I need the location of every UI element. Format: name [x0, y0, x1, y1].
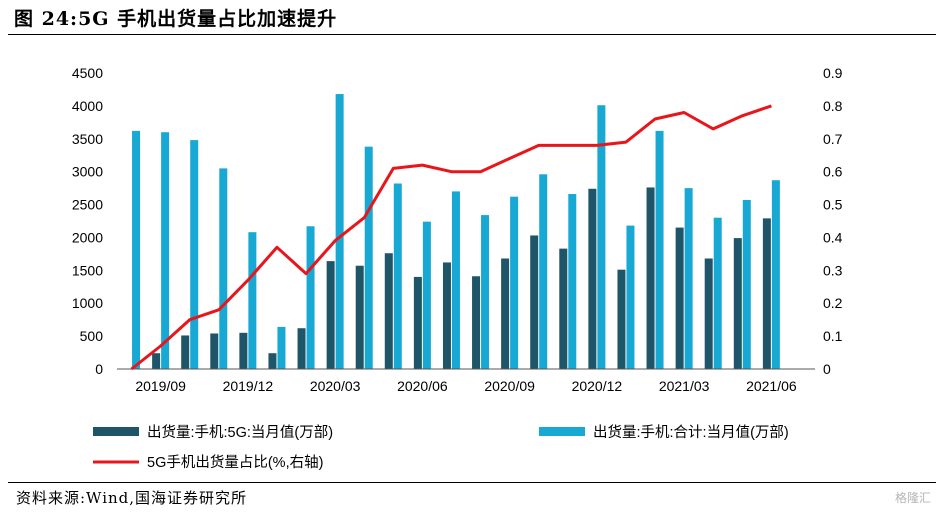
bar-total-2021/04	[713, 217, 722, 369]
bar-total-2020/12	[597, 105, 606, 369]
bar-total-2020/01	[277, 326, 286, 369]
legend-swatch-total	[539, 427, 585, 436]
x-tick-2019/12: 2019/12	[223, 378, 274, 394]
bar-5g-2019/11	[210, 333, 219, 369]
y-left-tick-2500: 2500	[72, 197, 103, 213]
bar-total-2020/07	[451, 191, 460, 369]
bar-total-2020/03	[335, 94, 344, 369]
bar-5g-2020/06	[413, 276, 422, 369]
combo-chart: 2019/09 2019/12 2020/03 2020/06 2020/09 2020/…	[72, 65, 843, 471]
y-left-tick-0: 0	[95, 361, 103, 377]
y-right-tick-0.5: 0.5	[823, 197, 843, 213]
legend: 出货量:手机:5G:当月值(万部) 出货量:手机:合计:当月值(万部) 5G手机…	[93, 424, 789, 471]
y-right-tick-0.7: 0.7	[823, 131, 843, 147]
y-right-tick-0.6: 0.6	[823, 164, 843, 180]
y-right-tick-0.4: 0.4	[823, 229, 843, 245]
bar-total-2020/05	[393, 183, 402, 369]
y-right-tick-0: 0	[823, 361, 831, 377]
source-note: 资料来源:Wind,国海证券研究所	[16, 489, 248, 507]
y-left-tick-500: 500	[80, 328, 104, 344]
bar-5g-2019/09	[152, 353, 161, 369]
bar-5g-2021/03	[675, 227, 684, 369]
bar-total-2020/10	[539, 174, 548, 369]
x-tick-2019/09: 2019/09	[135, 378, 186, 394]
bar-total-2021/05	[742, 199, 751, 369]
bar-total-2020/08	[481, 215, 490, 369]
x-tick-2021/06: 2021/06	[746, 378, 797, 394]
y-left-tick-3000: 3000	[72, 164, 103, 180]
bar-total-2021/03	[684, 188, 693, 369]
legend-swatch-5g	[93, 427, 139, 436]
bar-5g-2021/01	[617, 269, 626, 369]
line-5g-share	[130, 104, 772, 371]
bar-5g-2021/04	[704, 258, 713, 369]
title-rule	[8, 34, 936, 35]
y-left-tick-3500: 3500	[72, 131, 103, 147]
bar-5g-2021/05	[733, 238, 742, 369]
bar-5g-2020/08	[472, 276, 481, 369]
bar-5g-2019/12	[239, 332, 248, 369]
bar-total-2019/12	[248, 232, 257, 369]
x-tick-2020/12: 2020/12	[572, 378, 623, 394]
y-left-tick-1000: 1000	[72, 295, 103, 311]
chart-title: 图 24:5G 手机出货量占比加速提升	[14, 8, 338, 30]
legend-label-total: 出货量:手机:合计:当月值(万部)	[593, 424, 789, 441]
bar-total-2021/01	[626, 225, 635, 369]
bar-total-2020/06	[422, 221, 431, 369]
bar-5g-2020/10	[530, 235, 539, 369]
y-left-tick-4500: 4500	[72, 65, 103, 81]
bar-5g-2021/02	[646, 187, 655, 369]
bar-total-2021/06	[771, 180, 780, 369]
y-right-tick-0.9: 0.9	[823, 65, 843, 81]
y-right-tick-0.1: 0.1	[823, 328, 843, 344]
bar-total-2020/09	[510, 196, 519, 369]
bar-total-2019/11	[219, 168, 228, 369]
bar-5g-2020/04	[355, 265, 364, 369]
y-right-tick-0.8: 0.8	[823, 98, 843, 114]
bar-5g-2020/07	[442, 262, 451, 369]
y-right-tick-0.2: 0.2	[823, 295, 843, 311]
bar-5g-2020/03	[326, 261, 335, 369]
y-left-tick-2000: 2000	[72, 229, 103, 245]
bar-5g-2021/06	[762, 218, 771, 369]
x-tick-2021/03: 2021/03	[659, 378, 710, 394]
bar-5g-2019/10	[181, 335, 190, 369]
bar-5g-2020/09	[501, 258, 510, 369]
y-left-tick-1500: 1500	[72, 262, 103, 278]
bar-total-2020/04	[364, 146, 373, 369]
bar-5g-2020/12	[588, 188, 597, 369]
footer-rule	[8, 482, 936, 483]
legend-label-5g: 出货量:手机:5G:当月值(万部)	[147, 424, 333, 441]
watermark: 格隆汇	[894, 491, 931, 505]
bar-total-2020/02	[306, 226, 315, 369]
bar-5g-2020/01	[268, 353, 277, 369]
x-tick-2020/06: 2020/06	[397, 378, 448, 394]
y-right-tick-0.3: 0.3	[823, 262, 843, 278]
y-left-tick-4000: 4000	[72, 98, 103, 114]
x-tick-2020/09: 2020/09	[484, 378, 535, 394]
bar-total-2020/11	[568, 194, 577, 369]
bar-total-2021/02	[655, 130, 664, 369]
bar-total-2019/10	[190, 140, 199, 369]
bar-5g-2020/11	[559, 248, 568, 369]
x-tick-2020/03: 2020/03	[310, 378, 361, 394]
plot-area: 2019/09 2019/12 2020/03 2020/06 2020/09 2020/…	[72, 65, 843, 394]
bar-5g-2020/02	[297, 328, 306, 369]
bar-total-2019/09	[161, 132, 170, 369]
bar-5g-2020/05	[384, 253, 393, 369]
bar-total-2019/08	[132, 130, 141, 369]
legend-label-share: 5G手机出货量占比(%,右轴)	[147, 454, 323, 471]
